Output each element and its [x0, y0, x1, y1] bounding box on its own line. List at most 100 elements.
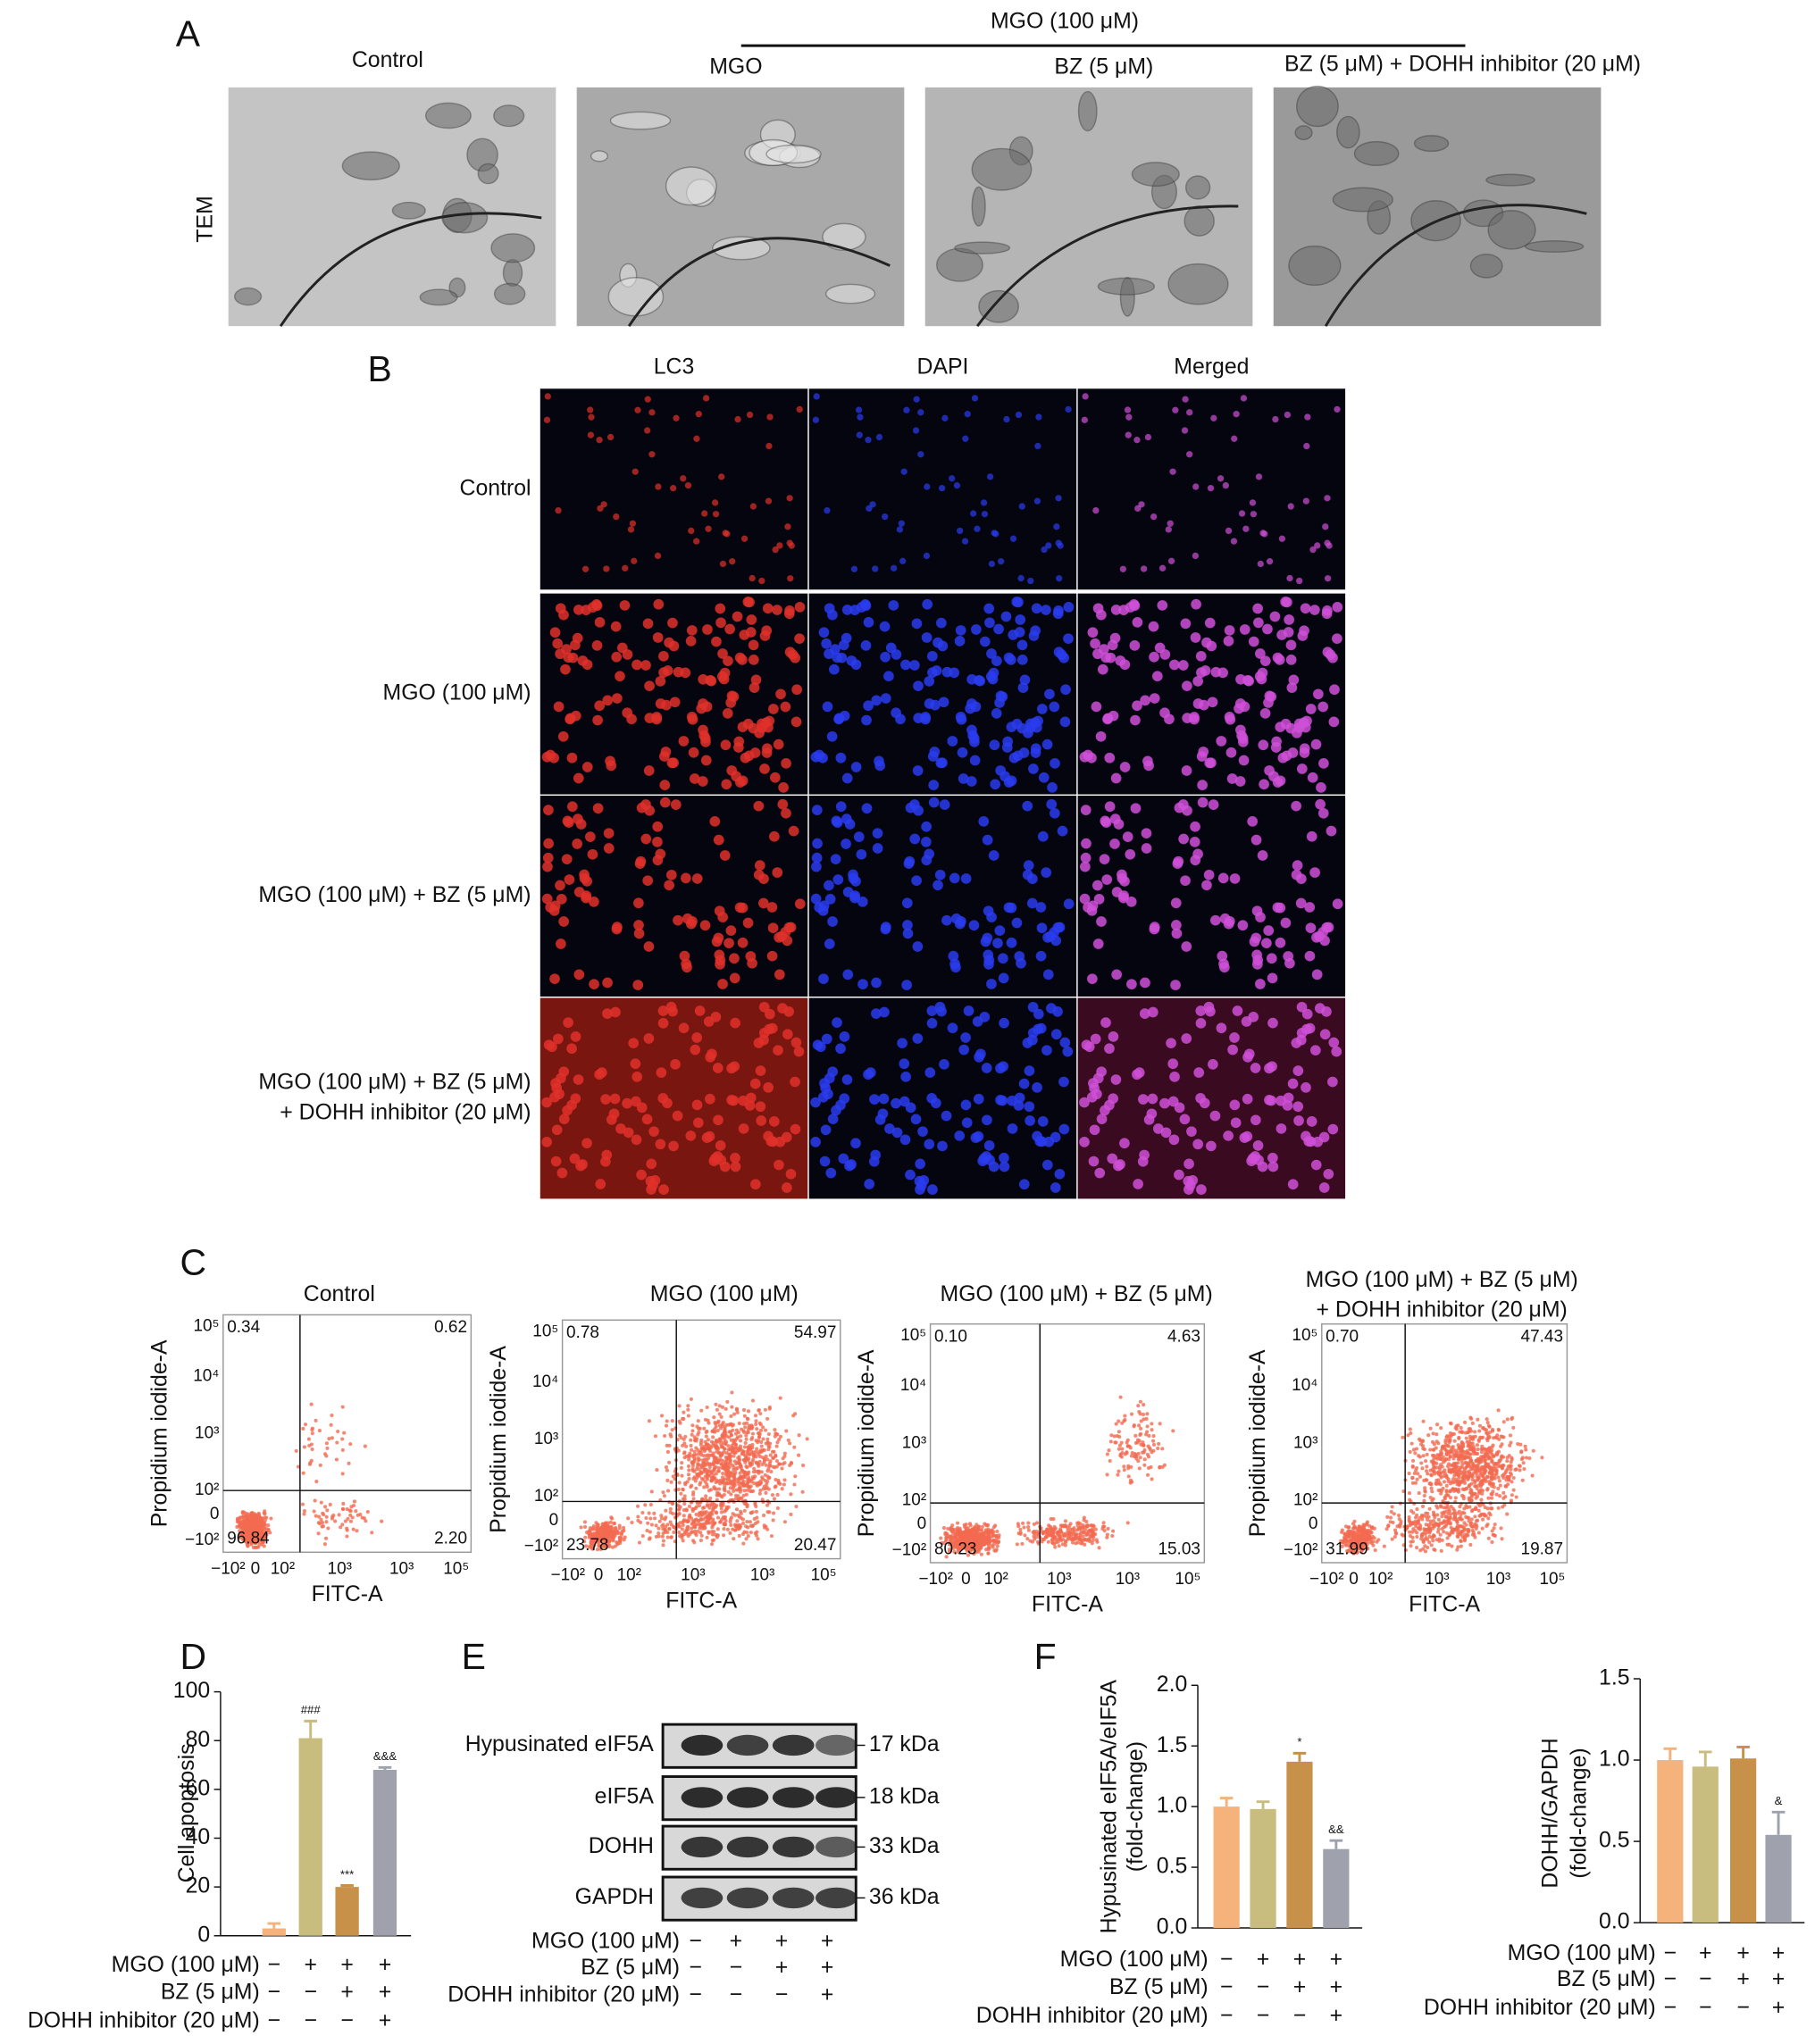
cell [825, 1167, 837, 1179]
event-dot [1118, 1395, 1123, 1399]
cell [1057, 825, 1068, 837]
event-dot [761, 1456, 765, 1460]
tem-texture [1524, 239, 1585, 254]
cell [775, 688, 786, 700]
tem-texture [1184, 175, 1211, 200]
event-dot [302, 1445, 306, 1449]
event-dot [605, 1536, 610, 1540]
cell [956, 527, 964, 535]
event-dot [1142, 1443, 1146, 1447]
event-dot [254, 1541, 258, 1546]
cell [581, 890, 592, 901]
event-dot [637, 1540, 642, 1545]
event-dot [721, 1420, 725, 1425]
event-dot [705, 1405, 709, 1410]
cell [1007, 1123, 1018, 1134]
cell [812, 838, 823, 849]
event-dot [748, 1447, 752, 1451]
cell [691, 1032, 703, 1043]
event-dot [690, 1447, 694, 1452]
event-dot [611, 1538, 615, 1542]
cell [983, 949, 994, 961]
cell [773, 1045, 783, 1056]
event-dot [598, 1531, 602, 1535]
cell [870, 1149, 882, 1161]
event-dot [743, 1502, 748, 1506]
cell [658, 751, 670, 762]
cell [787, 575, 794, 582]
cell [827, 916, 838, 927]
cell [658, 650, 669, 662]
event-dot [741, 1541, 746, 1546]
event-dot [1108, 1439, 1113, 1444]
event-dot [645, 1529, 649, 1533]
cell [744, 1100, 756, 1111]
cell [915, 1158, 925, 1170]
event-dot [698, 1511, 702, 1515]
event-dot [682, 1532, 687, 1537]
cell [1036, 922, 1048, 934]
cell [815, 1041, 826, 1053]
event-dot [1373, 1548, 1377, 1553]
cell [719, 560, 727, 568]
cell [1287, 503, 1294, 510]
cell [1171, 928, 1183, 939]
nucleus-edge [279, 212, 542, 328]
cell [1267, 1061, 1277, 1072]
cell [903, 406, 910, 413]
event-dot [732, 1537, 736, 1541]
cell [971, 624, 982, 635]
cell [681, 958, 691, 970]
event-dot [743, 1440, 748, 1446]
event-dot [696, 1419, 700, 1423]
event-dot [732, 1459, 737, 1464]
event-dot [749, 1511, 753, 1515]
event-dot [665, 1468, 669, 1473]
event-dot [682, 1410, 686, 1414]
event-dot [739, 1434, 743, 1439]
cell [772, 546, 779, 554]
tem-texture [607, 277, 665, 317]
event-dot [786, 1438, 790, 1442]
cell [1081, 838, 1092, 849]
cell [1296, 577, 1303, 585]
cell [949, 958, 960, 970]
event-dot [715, 1420, 720, 1425]
event-dot [782, 1482, 786, 1487]
cell [1058, 1076, 1069, 1088]
cell [774, 969, 785, 980]
cell [968, 920, 980, 931]
event-dot [1068, 1522, 1073, 1526]
cell [1225, 747, 1237, 758]
event-dot [698, 1531, 703, 1535]
event-dot [1073, 1534, 1077, 1539]
cell [1307, 772, 1318, 783]
cell [1300, 603, 1311, 614]
cell [728, 1095, 740, 1106]
cell [585, 831, 596, 842]
event-dot [712, 1456, 716, 1460]
cell [1287, 1078, 1299, 1089]
cell [1129, 640, 1141, 651]
cell [1041, 546, 1048, 554]
cell [1275, 722, 1286, 732]
event-dot [682, 1416, 686, 1421]
cell [1224, 712, 1235, 722]
event-dot [1427, 1506, 1432, 1511]
event-dot [345, 1534, 349, 1539]
event-dot [680, 1473, 684, 1478]
cell [1079, 1137, 1090, 1147]
cell [924, 483, 931, 490]
cell [986, 473, 994, 480]
event-dot [345, 1528, 349, 1532]
cell [619, 600, 631, 611]
cell [855, 406, 863, 413]
event-dot [718, 1481, 723, 1486]
cell [1168, 659, 1180, 671]
cell [1257, 560, 1264, 568]
cell [964, 411, 971, 418]
cell [928, 780, 940, 790]
cell [603, 828, 615, 839]
event-dot [245, 1520, 249, 1524]
cell [899, 1058, 910, 1070]
